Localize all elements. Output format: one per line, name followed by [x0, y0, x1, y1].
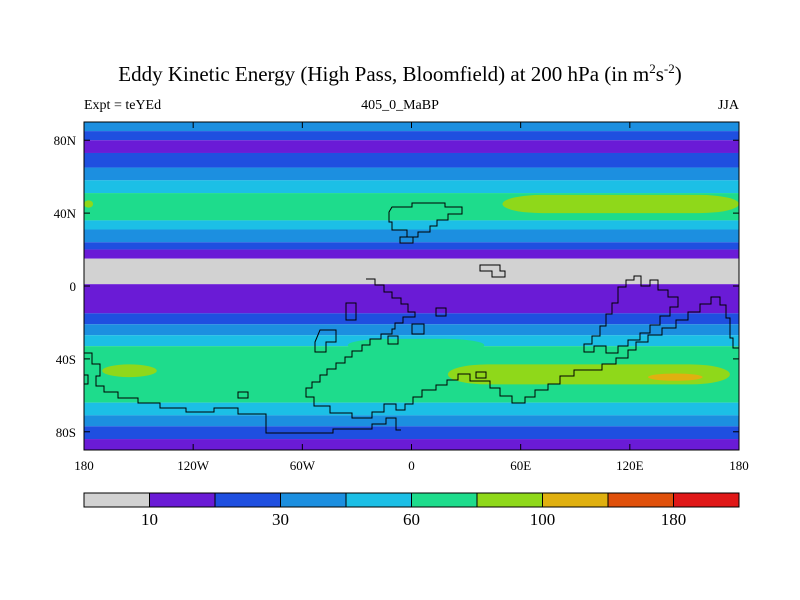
continent-outline — [84, 374, 89, 385]
x-tick-label: 0 — [408, 458, 415, 473]
x-tick-label: 120E — [616, 458, 644, 473]
axes-layer: 180 120W 60W 0 60E 120E 180 80N 40N 0 40S 80S — [54, 122, 749, 473]
continent-outline — [435, 307, 447, 317]
y-tick-label: 40S — [56, 352, 76, 367]
colorbar-swatch — [215, 493, 281, 507]
continent-outline — [84, 352, 401, 434]
colorbar-swatch — [149, 493, 215, 507]
colorbar-label: 10 — [141, 510, 158, 529]
contour-band — [84, 313, 739, 325]
colorbar-label: 100 — [530, 510, 556, 529]
contour-band — [84, 284, 739, 314]
continent-outline — [475, 371, 487, 379]
x-tick-label: 60E — [510, 458, 531, 473]
colorbar-swatch — [542, 493, 608, 507]
contour-maximum — [502, 194, 739, 214]
y-tick-label: 80S — [56, 425, 76, 440]
colorbar-label: 30 — [272, 510, 289, 529]
continent-outline — [237, 391, 249, 399]
colorbar-swatch — [280, 493, 346, 507]
colorbar-swatch — [477, 493, 543, 507]
y-tick-label: 40N — [54, 206, 77, 221]
contour-maximum — [648, 373, 703, 381]
contour-maximum — [347, 338, 485, 352]
continent-outline — [411, 323, 425, 335]
continent-outline — [387, 335, 399, 345]
x-tick-label: 120W — [177, 458, 210, 473]
continent-outline — [583, 275, 679, 354]
contour-band — [84, 180, 739, 194]
chart-title: Eddy Kinetic Energy (High Pass, Bloomfie… — [118, 61, 682, 86]
x-tick-label: 180 — [74, 458, 94, 473]
contour-band — [84, 249, 739, 259]
contour-maximum — [102, 364, 157, 378]
colorbar-swatch — [411, 493, 477, 507]
colorbar-label: 180 — [661, 510, 687, 529]
continent-outline-layer — [84, 202, 739, 434]
y-tick-label: 80N — [54, 133, 77, 148]
dataset-label: 405_0_MaBP — [361, 98, 439, 113]
colorbar-swatch — [346, 493, 412, 507]
y-tick-label: 0 — [70, 279, 77, 294]
contour-band — [84, 131, 739, 141]
colorbar-label: 60 — [403, 510, 420, 529]
contour-maximum — [84, 200, 94, 208]
contour-band — [84, 229, 739, 243]
contour-band — [84, 220, 739, 230]
contour-band — [84, 402, 739, 416]
contour-band — [84, 152, 739, 168]
experiment-label: Expt = teYEd — [84, 98, 162, 113]
continent-outline — [479, 264, 506, 278]
continent-outline — [388, 202, 463, 238]
continent-outline — [314, 329, 337, 353]
contour-band — [84, 426, 739, 440]
contour-band — [84, 415, 739, 427]
contour-band — [84, 242, 739, 250]
continent-outline — [305, 278, 739, 419]
continent-outline — [345, 302, 357, 321]
colorbar-swatch — [608, 493, 674, 507]
continent-outline — [399, 236, 414, 244]
season-label: JJA — [717, 98, 739, 113]
contour-band — [84, 140, 739, 153]
x-tick-label: 60W — [290, 458, 316, 473]
contour-band — [84, 167, 739, 181]
colorbar-swatch — [673, 493, 739, 507]
colorbar: 10 30 60 100 180 — [83, 492, 740, 529]
x-tick-label: 180 — [729, 458, 749, 473]
colorbar-swatch — [84, 493, 150, 507]
